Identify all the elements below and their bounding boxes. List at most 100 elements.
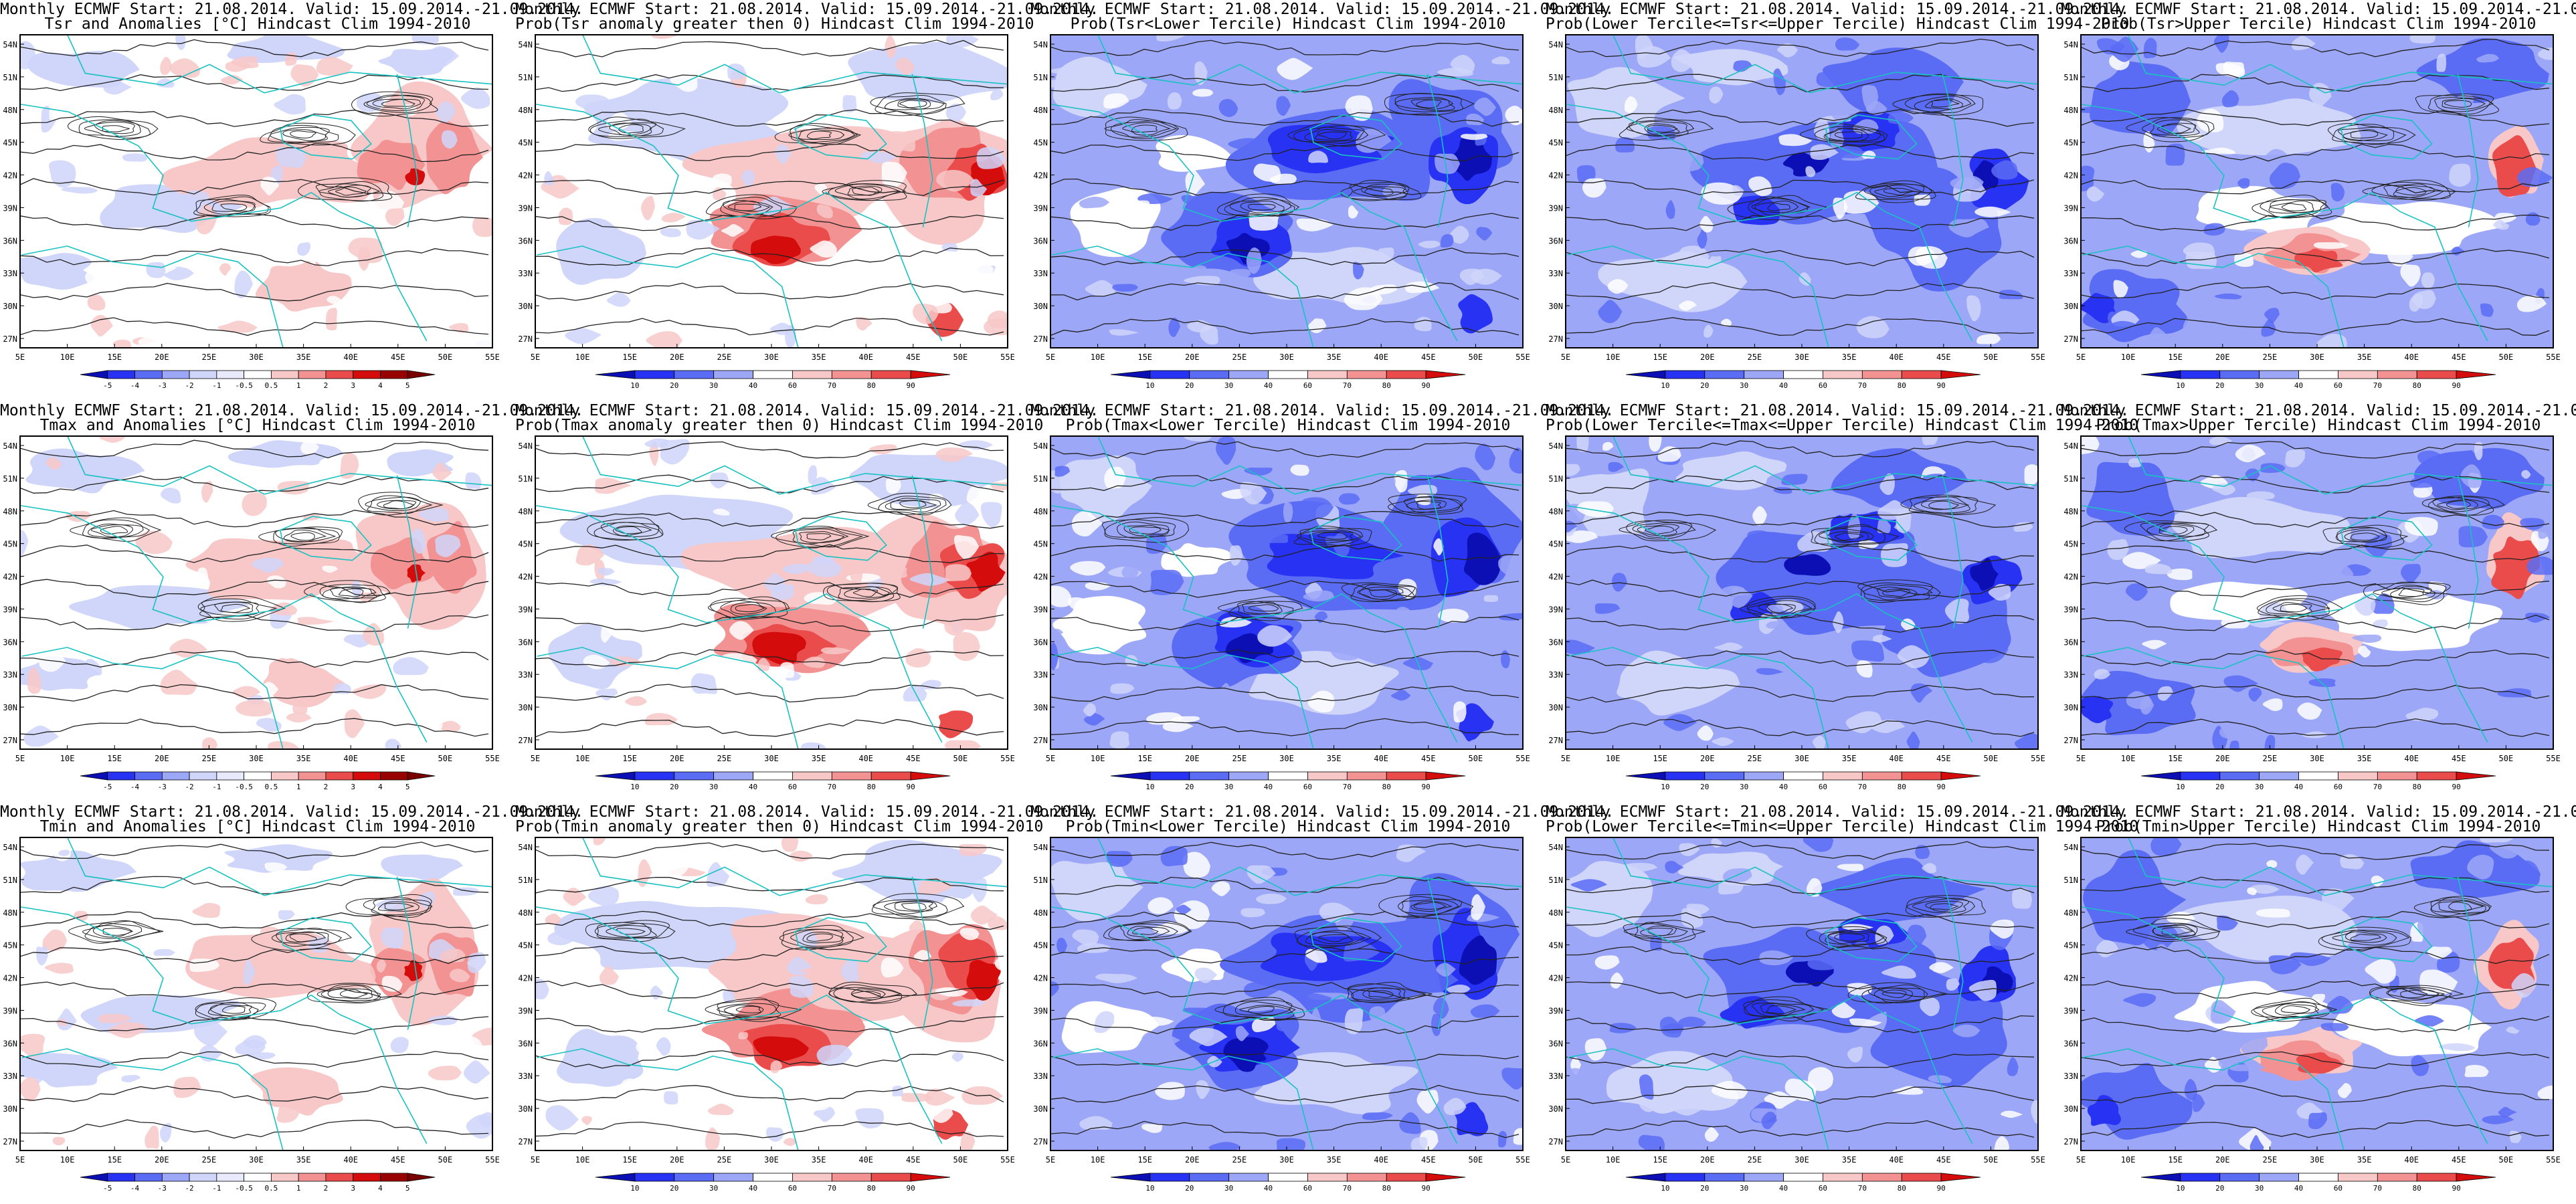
- shaded-cell: [1704, 1127, 1719, 1142]
- shaded-cell: [276, 1104, 300, 1123]
- shaded-cell: [1343, 940, 1380, 962]
- lon-label: 50E: [2499, 754, 2514, 763]
- terrain-contour: [2281, 1005, 2311, 1014]
- shaded-cell: [1392, 436, 1427, 448]
- terrain-contour: [1814, 126, 1885, 142]
- shaded-cell: [1150, 569, 1184, 595]
- map-panel: Monthly ECMWF Start: 21.08.2014. Valid: …: [1546, 803, 2138, 1204]
- shaded-cell: [219, 544, 232, 571]
- terrain-contour: [1619, 520, 1693, 540]
- coastline: [1427, 74, 1449, 227]
- map-panel: Monthly ECMWF Start: 21.08.2014. Valid: …: [0, 0, 583, 401]
- lon-label: 45E: [2452, 353, 2466, 362]
- colorbar-label: 70: [1858, 1184, 1867, 1193]
- colorbar: -5 -4 -3 -2 -1 -0.5 0.5 1 2 3 4 5: [80, 370, 436, 390]
- shaded-cell: [881, 957, 904, 978]
- terrain-contour: [90, 524, 133, 538]
- terrain-contour: [1398, 896, 1463, 916]
- shaded-cell: [2081, 165, 2095, 192]
- shaded-cell: [61, 187, 98, 194]
- terrain-contour: [2158, 523, 2195, 536]
- terrain-contour: [618, 124, 644, 134]
- colorbar-segment: [1386, 370, 1427, 379]
- lat-label: 30N: [518, 703, 533, 712]
- shaded-cell: [593, 837, 606, 845]
- colorbar-segment: [2180, 771, 2221, 781]
- shaded-cell: [741, 170, 755, 187]
- lat-label: 51N: [2063, 73, 2078, 82]
- temperature-contour: [1050, 580, 1520, 598]
- terrain-contour: [1287, 123, 1386, 147]
- shaded-cell: [1276, 1017, 1291, 1032]
- shaded-cell: [56, 1019, 67, 1026]
- lat-label: 54N: [3, 843, 17, 852]
- terrain-contour: [1912, 898, 1969, 914]
- shaded-cell: [1639, 1074, 1654, 1100]
- shaded-cell: [116, 557, 143, 579]
- shaded-cell: [1730, 967, 1756, 983]
- colorbar-label: 1: [296, 381, 301, 390]
- lat-label: 54N: [3, 441, 17, 451]
- colorbar-segment: [2416, 370, 2457, 379]
- terrain-contour: [366, 94, 425, 112]
- lat-label: 33N: [518, 269, 533, 278]
- shaded-cell: [2240, 228, 2268, 236]
- lon-label: 5E: [15, 1155, 25, 1165]
- lat-label: 51N: [1033, 474, 1048, 484]
- shaded-cell: [770, 584, 795, 600]
- colorbar-label: 20: [1185, 1184, 1194, 1193]
- shaded-cell: [20, 41, 37, 70]
- shaded-cell: [1103, 93, 1129, 109]
- lat-label: 48N: [1033, 106, 1048, 115]
- coastline: [1566, 103, 1973, 342]
- colorbar-label: 80: [1382, 783, 1391, 791]
- shaded-cell: [1699, 215, 1714, 233]
- shaded-cell: [2212, 725, 2228, 749]
- shaded-cell: [322, 565, 339, 573]
- shaded-cell: [1168, 317, 1180, 337]
- terrain-contour: [1248, 203, 1276, 211]
- shaded-cell: [430, 718, 443, 730]
- terrain-contour: [290, 532, 315, 541]
- shaded-cell: [42, 929, 68, 951]
- shaded-cell: [103, 79, 132, 95]
- terrain-contour: [899, 500, 927, 508]
- shaded-cell: [1905, 694, 1916, 719]
- lon-label: 55E: [1000, 754, 1015, 763]
- shaded-cell: [970, 905, 998, 925]
- terrain-contour: [2350, 130, 2379, 138]
- terrain-contour: [1314, 128, 1353, 141]
- shaded-cell: [1112, 284, 1139, 292]
- shaded-cell: [1269, 173, 1297, 185]
- shaded-cell: [85, 264, 112, 289]
- shaded-cell: [1160, 845, 1188, 867]
- lat-label: 27N: [2063, 1137, 2078, 1146]
- shaded-cell: [588, 886, 620, 906]
- map-panel: Monthly ECMWF Start: 21.08.2014. Valid: …: [2061, 0, 2576, 401]
- temperature-contour: [20, 544, 489, 563]
- terrain-contour: [2371, 181, 2457, 201]
- shaded-cell: [1881, 965, 1916, 979]
- terrain-contour: [2386, 987, 2440, 999]
- terrain-contour: [2350, 934, 2382, 941]
- terrain-contour: [209, 1004, 252, 1016]
- temperature-contour: [1050, 1053, 1520, 1067]
- terrain-contour: [214, 601, 254, 613]
- colorbar-segment: [753, 370, 793, 379]
- lat-label: 48N: [2063, 507, 2078, 516]
- colorbar-label: 90: [2452, 381, 2460, 390]
- shaded-cell: [1602, 441, 1614, 451]
- shaded-cell: [1225, 916, 1254, 936]
- shaded-cell: [2480, 303, 2494, 317]
- shaded-cell: [2337, 1083, 2352, 1098]
- terrain-contour: [276, 928, 342, 947]
- shaded-cell: [1344, 854, 1369, 877]
- lat-label: 51N: [2063, 876, 2078, 885]
- shaded-cell: [2539, 695, 2553, 707]
- coastline: [21, 1048, 284, 1150]
- shaded-cell: [1276, 96, 1291, 116]
- lat-label: 30N: [3, 302, 17, 311]
- terrain-contour: [1248, 604, 1279, 612]
